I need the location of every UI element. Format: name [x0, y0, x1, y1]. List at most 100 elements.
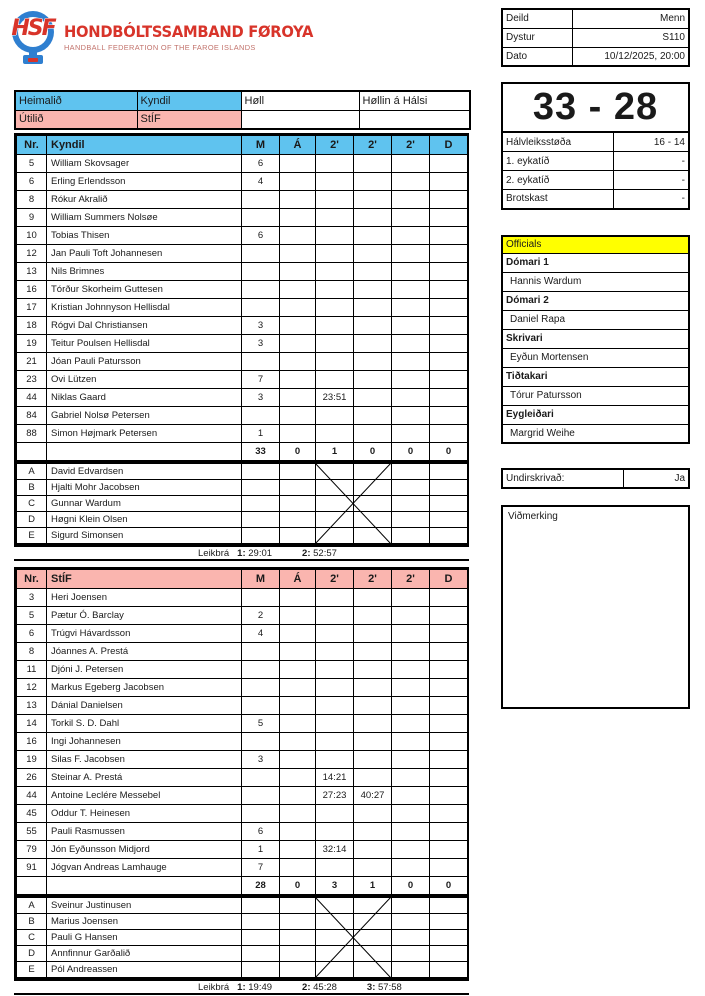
player-number: 44 [16, 786, 47, 805]
timeout-index: 1: [237, 981, 246, 993]
player-susp-3 [391, 244, 430, 263]
player-warning [279, 208, 316, 227]
player-susp-1 [315, 172, 354, 191]
player-susp-2 [353, 334, 392, 353]
official-letter: C [16, 929, 47, 946]
col-disq: D [429, 569, 468, 589]
official-name: Marius Joensen [46, 913, 242, 930]
player-number: 26 [16, 768, 47, 787]
timeout-index: 2: [302, 981, 311, 993]
table-row: E Sigurd Simonsen [16, 527, 468, 544]
meta-value: S110 [572, 27, 690, 48]
player-goals: 3 [241, 316, 280, 335]
player-disq [429, 606, 468, 625]
player-susp-3 [391, 840, 430, 859]
signed-block: Undirskrivað: Ja [501, 468, 690, 489]
col-team: StÍF [46, 569, 242, 589]
totals-row: 28 0 3 1 0 0 [16, 876, 468, 895]
official-stat [429, 897, 468, 914]
player-number: 84 [16, 406, 47, 425]
player-goals: 5 [241, 714, 280, 733]
player-goals [241, 588, 280, 607]
player-susp-3 [391, 388, 430, 407]
player-goals [241, 642, 280, 661]
logo-stem [29, 49, 37, 57]
player-susp-1 [315, 334, 354, 353]
signed-value: Ja [622, 468, 690, 489]
table-row: 45 Oddur T. Heinesen [16, 804, 468, 823]
official-stat [391, 961, 430, 978]
score-block: 33 - 28 Hálvleiksstøða 16 - 14 1. eykatíð -… [501, 82, 690, 210]
home-roster-header-row: Nr. Kyndil M Á 2' 2' 2' D [16, 135, 468, 155]
player-susp-2 [353, 172, 392, 191]
player-warning [279, 858, 316, 877]
player-susp-2 [353, 624, 392, 643]
official-stat [279, 511, 316, 528]
official-role-row: Tiðtakari [501, 366, 690, 387]
player-susp-3 [391, 678, 430, 697]
away-roster-table-wrap: Nr. StÍF M Á 2' 2' 2' D 3 Heri Joensen 5 Pæ… [14, 567, 469, 897]
col-susp-1: 2' [315, 569, 354, 589]
player-number: 12 [16, 678, 47, 697]
player-susp-1 [315, 750, 354, 769]
player-susp-2 [353, 370, 392, 389]
player-number: 18 [16, 316, 47, 335]
remarks-box[interactable]: Viðmerking [501, 505, 690, 709]
official-role-row: Dómari 1 [501, 252, 690, 273]
player-susp-2 [353, 316, 392, 335]
player-susp-1 [315, 822, 354, 841]
timeouts-label: Leikbrá [198, 547, 230, 559]
player-warning [279, 226, 316, 245]
away-timeouts-row: Leikbrá 1: 19:49 2: 45:28 3: 57:58 [14, 980, 469, 995]
player-number: 45 [16, 804, 47, 823]
meta-row: Dystur S110 [501, 27, 690, 48]
home-officials-body: A David Edvardsen B Hjalti Mohr Jacobsen C Gu… [16, 463, 468, 544]
away-roster-body: 3 Heri Joensen 5 Pætur Ó. Barclay 2 6 Trúgvi H… [16, 588, 468, 895]
player-susp-2 [353, 226, 392, 245]
player-warning [279, 352, 316, 371]
player-susp-1: 27:23 [315, 786, 354, 805]
official-name: Pauli G Hansen [46, 929, 242, 946]
official-stat [391, 913, 430, 930]
player-susp-1 [315, 316, 354, 335]
player-susp-3 [391, 226, 430, 245]
player-disq [429, 280, 468, 299]
table-row: B Marius Joensen [16, 913, 468, 930]
player-goals: 4 [241, 624, 280, 643]
player-name: Trúgvi Hávardsson [46, 624, 242, 643]
score-key: Hálvleiksstøða [501, 132, 614, 152]
col-goals: M [241, 569, 280, 589]
player-number: 11 [16, 660, 47, 679]
timeout-entry: 2: 52:57 [302, 547, 337, 559]
player-number: 23 [16, 370, 47, 389]
timeout-entry: 2: 45:28 [302, 981, 337, 993]
player-susp-3 [391, 424, 430, 443]
away-team-label: Útilið [14, 109, 138, 130]
player-number: 6 [16, 624, 47, 643]
totals-susp-1: 1 [315, 442, 354, 461]
score-value: 16 - 14 [612, 132, 690, 152]
timeout-entry: 1: 29:01 [237, 547, 273, 559]
home-roster-body: 5 William Skovsager 6 6 Erling Erlendsson 4 8 R… [16, 154, 468, 461]
official-stat [241, 463, 280, 480]
player-warning [279, 334, 316, 353]
player-susp-3 [391, 642, 430, 661]
player-number: 9 [16, 208, 47, 227]
col-goals: M [241, 135, 280, 155]
player-name: Ingi Johannesen [46, 732, 242, 751]
official-letter: A [16, 463, 47, 480]
totals-blank-nr [16, 876, 47, 895]
official-letter: B [16, 913, 47, 930]
player-number: 16 [16, 280, 47, 299]
signed-row: Undirskrivað: Ja [501, 468, 690, 489]
official-stat [353, 511, 392, 528]
player-warning [279, 660, 316, 679]
official-stat [241, 897, 280, 914]
player-susp-2 [353, 768, 392, 787]
player-name: Simon Højmark Petersen [46, 424, 242, 443]
official-stat [279, 479, 316, 496]
player-name: Jógvan Andreas Lamhauge [46, 858, 242, 877]
score-value: - [612, 170, 690, 190]
player-disq [429, 786, 468, 805]
player-name: Pauli Rasmussen [46, 822, 242, 841]
